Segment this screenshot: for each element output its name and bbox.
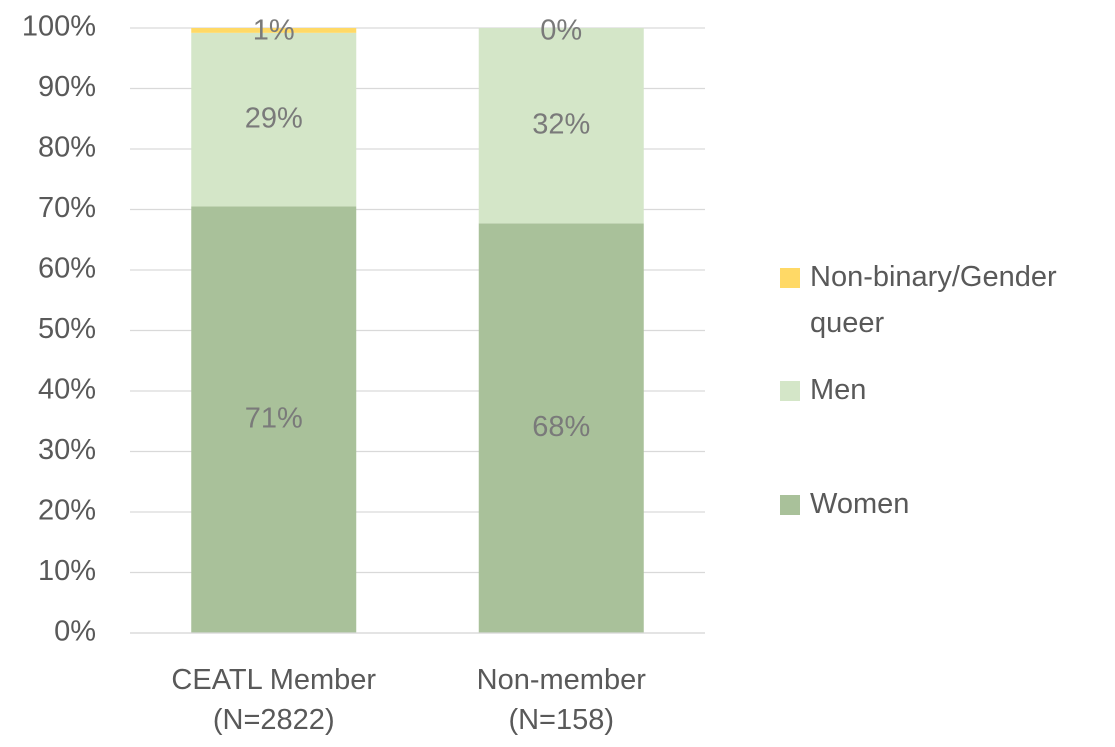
y-tick-label: 90% — [38, 71, 96, 103]
legend-label: Non-binary/Gender queer — [810, 261, 1057, 339]
legend-label: Men — [810, 374, 867, 406]
y-tick-label: 60% — [38, 253, 96, 285]
bar-segment — [191, 206, 357, 633]
y-tick-label: 100% — [22, 11, 96, 43]
data-label: 71% — [245, 402, 303, 434]
bar-segment — [191, 32, 357, 207]
x-tick-label: CEATL Member (N=2822) — [171, 664, 377, 736]
bar-segment — [478, 223, 644, 634]
y-tick-label: 40% — [38, 374, 96, 406]
x-tick-label: Non-member (N=158) — [476, 664, 646, 736]
y-tick-label: 10% — [38, 555, 96, 587]
data-label: 68% — [532, 411, 590, 443]
legend-swatch — [780, 495, 800, 515]
y-tick-label: 30% — [38, 434, 96, 466]
bar-segment — [478, 28, 644, 224]
legend-swatch — [780, 381, 800, 401]
data-label: 0% — [540, 15, 582, 47]
y-tick-label: 0% — [54, 616, 96, 648]
bar-segment — [191, 28, 357, 33]
y-tick-label: 70% — [38, 192, 96, 224]
data-label: 29% — [245, 102, 303, 134]
y-tick-label: 80% — [38, 132, 96, 164]
legend-label: Women — [810, 488, 910, 520]
y-tick-label: 20% — [38, 495, 96, 527]
legend-swatch — [780, 268, 800, 288]
data-label: 32% — [532, 108, 590, 140]
data-label: 1% — [253, 15, 295, 47]
y-tick-label: 50% — [38, 313, 96, 345]
